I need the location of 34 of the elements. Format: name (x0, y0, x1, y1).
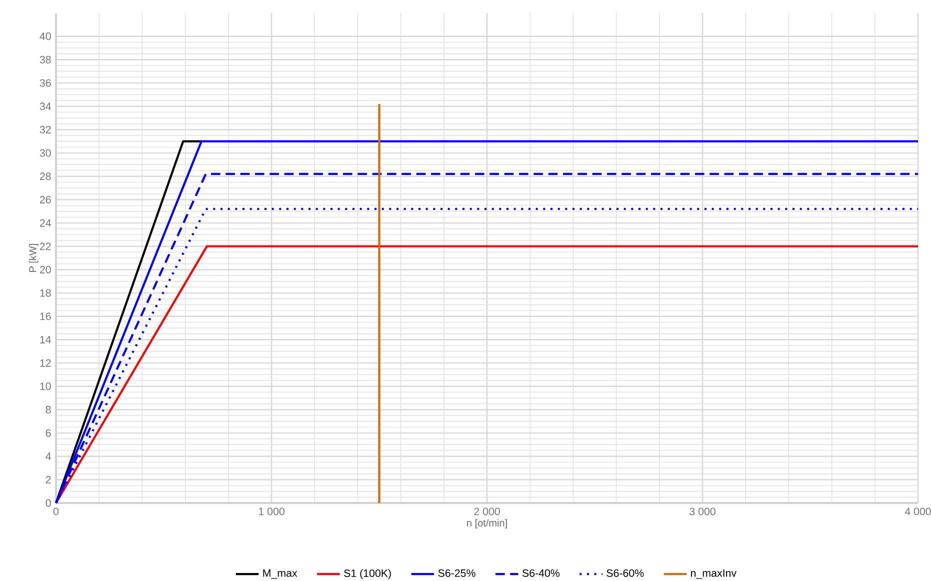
y-tick-label: 4 (46, 452, 51, 460)
y-tick-label: 2 (46, 476, 51, 484)
y-tick-label: 38 (40, 56, 51, 64)
y-tick-label: 24 (40, 219, 51, 227)
y-tick-label: 20 (40, 266, 51, 274)
legend-label: S6-25% (438, 569, 476, 577)
x-tick-label: 3 000 (690, 508, 716, 516)
y-tick-label: 22 (40, 242, 51, 250)
y-axis-title: P [kW] (28, 244, 38, 272)
y-tick-label: 32 (40, 126, 51, 134)
y-tick-label: 10 (40, 382, 51, 390)
legend-label: S6-40% (522, 569, 560, 577)
y-tick-label: 18 (40, 289, 51, 297)
x-tick-label: 0 (53, 508, 59, 516)
legend-label: S1 (100K) (344, 569, 391, 580)
legend-label: S6-60% (606, 569, 644, 577)
y-tick-label: 30 (40, 149, 51, 157)
y-tick-label: 8 (46, 406, 51, 414)
y-tick-label: 16 (40, 312, 51, 320)
y-tick-label: 14 (40, 336, 51, 344)
y-tick-label: 26 (40, 196, 51, 204)
y-tick-label: 40 (40, 32, 51, 40)
y-tick-label: 36 (40, 79, 51, 87)
legend-label: M_max (263, 569, 298, 579)
y-tick-label: 0 (46, 499, 51, 507)
x-tick-label: 4 000 (904, 508, 931, 516)
x-axis-title: n [ot/min] (467, 519, 507, 528)
y-tick-label: 34 (40, 102, 51, 110)
x-tick-label: 1 000 (258, 508, 284, 516)
y-tick-label: 12 (40, 359, 51, 367)
x-tick-label: 2 000 (474, 508, 500, 516)
legend-label: n_maxInv (691, 569, 737, 579)
y-tick-label: 6 (46, 429, 51, 437)
y-tick-label: 28 (40, 172, 51, 180)
